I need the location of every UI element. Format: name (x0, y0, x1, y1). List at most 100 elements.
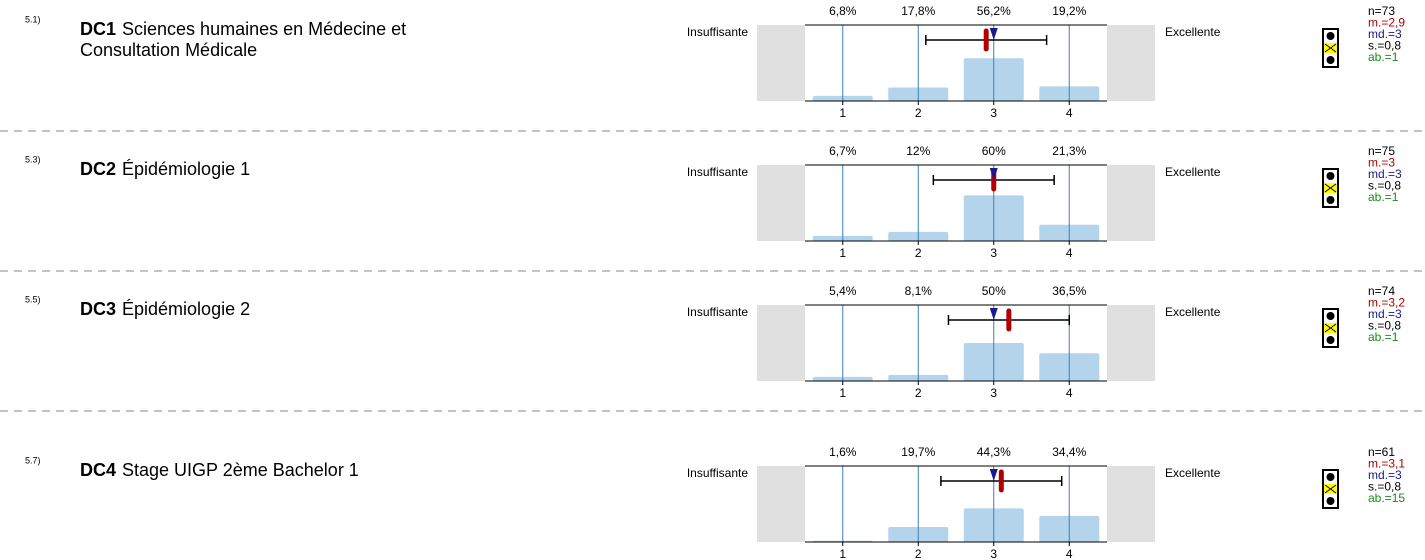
item-title: Sciences humaines en Médecine et (122, 19, 406, 39)
item-title: Épidémiologie 2 (122, 299, 250, 319)
light (1326, 32, 1335, 40)
item: 5.5) DC3 Épidémiologie 2 Insuffisante Excell… (25, 284, 1405, 400)
stat-mean: m.=3,1 (1368, 457, 1405, 471)
light-x (1324, 183, 1337, 193)
right-label: Excellente (1165, 25, 1221, 39)
value-label: 19,7% (901, 445, 935, 459)
right-label: Excellente (1165, 466, 1221, 480)
scale-end (1107, 466, 1155, 542)
stat-mean: m.=3 (1368, 156, 1395, 170)
stat-sd: s.=0,8 (1368, 179, 1401, 193)
left-label: Insuffisante (687, 466, 748, 480)
scale-end (1107, 25, 1155, 101)
item-code: DC3 (80, 299, 116, 319)
light (1326, 56, 1335, 64)
right-label: Excellente (1165, 165, 1221, 179)
stat-abstentions: ab.=1 (1368, 190, 1399, 204)
item-title: Stage UIGP 2ème Bachelor 1 (122, 460, 359, 480)
scale-end (1107, 165, 1155, 241)
left-label: Insuffisante (687, 165, 748, 179)
x-tick-label: 4 (1066, 106, 1073, 120)
stat-sd: s.=0,8 (1368, 480, 1401, 494)
x-tick-label: 4 (1066, 246, 1073, 260)
light (1326, 336, 1335, 344)
value-label: 34,4% (1052, 445, 1086, 459)
value-label: 17,8% (901, 4, 935, 18)
value-label: 60% (982, 144, 1006, 158)
median-marker (989, 308, 998, 320)
stat-n: n=61 (1368, 445, 1395, 459)
value-label: 1,6% (829, 445, 857, 459)
stat-n: n=74 (1368, 284, 1395, 298)
stat-abstentions: ab.=15 (1368, 491, 1405, 505)
median-marker (989, 168, 998, 180)
value-label: 56,2% (977, 4, 1011, 18)
value-label: 12% (906, 144, 930, 158)
item-code: DC1 (80, 19, 116, 39)
x-tick-label: 3 (990, 386, 997, 400)
x-tick-label: 2 (915, 547, 922, 560)
stat-mean: m.=3,2 (1368, 296, 1405, 310)
x-tick-label: 4 (1066, 547, 1073, 560)
x-tick-label: 1 (839, 106, 846, 120)
stat-median: md.=3 (1368, 27, 1402, 41)
light-x (1324, 43, 1337, 53)
light (1326, 312, 1335, 320)
x-tick-label: 3 (990, 547, 997, 560)
x-tick-label: 4 (1066, 386, 1073, 400)
value-label: 5,4% (829, 284, 857, 298)
light (1326, 473, 1335, 481)
median-marker (989, 469, 998, 481)
item: 5.3) DC2 Épidémiologie 1 Insuffisante Excell… (25, 144, 1402, 260)
item: 5.7) DC4 Stage UIGP 2ème Bachelor 1 Insuffi… (25, 445, 1405, 560)
stat-abstentions: ab.=1 (1368, 330, 1399, 344)
value-label: 6,7% (829, 144, 857, 158)
light (1326, 172, 1335, 180)
x-tick-label: 2 (915, 246, 922, 260)
item: 5.1) DC1 Sciences humaines en Médecine etC… (25, 4, 1405, 120)
scale-end (757, 466, 805, 542)
value-label: 50% (982, 284, 1006, 298)
value-label: 44,3% (977, 445, 1011, 459)
scale-end (757, 25, 805, 101)
scale-end (1107, 305, 1155, 381)
item-number: 5.5) (25, 294, 41, 304)
value-label: 8,1% (905, 284, 933, 298)
x-tick-label: 3 (990, 106, 997, 120)
median-marker (989, 28, 998, 40)
value-label: 6,8% (829, 4, 857, 18)
x-tick-label: 3 (990, 246, 997, 260)
stat-n: n=73 (1368, 4, 1395, 18)
stat-abstentions: ab.=1 (1368, 50, 1399, 64)
scale-end (757, 165, 805, 241)
stat-median: md.=3 (1368, 468, 1402, 482)
item-number: 5.1) (25, 14, 41, 24)
right-label: Excellente (1165, 305, 1221, 319)
scale-end (757, 305, 805, 381)
item-title: Épidémiologie 1 (122, 159, 250, 179)
light (1326, 196, 1335, 204)
x-tick-label: 1 (839, 547, 846, 560)
item-number: 5.3) (25, 154, 41, 164)
left-label: Insuffisante (687, 25, 748, 39)
light-x (1324, 323, 1337, 333)
item-code: DC2 (80, 159, 116, 179)
stat-sd: s.=0,8 (1368, 319, 1401, 333)
value-label: 19,2% (1052, 4, 1086, 18)
left-label: Insuffisante (687, 305, 748, 319)
value-label: 36,5% (1052, 284, 1086, 298)
x-tick-label: 2 (915, 106, 922, 120)
x-tick-label: 2 (915, 386, 922, 400)
stat-sd: s.=0,8 (1368, 39, 1401, 53)
stat-mean: m.=2,9 (1368, 16, 1405, 30)
item-code: DC4 (80, 460, 116, 480)
x-tick-label: 1 (839, 246, 846, 260)
item-number: 5.7) (25, 455, 41, 465)
stat-n: n=75 (1368, 144, 1395, 158)
x-tick-label: 1 (839, 386, 846, 400)
light (1326, 497, 1335, 505)
item-title: Consultation Médicale (80, 40, 257, 60)
light-x (1324, 484, 1337, 494)
stat-median: md.=3 (1368, 167, 1402, 181)
